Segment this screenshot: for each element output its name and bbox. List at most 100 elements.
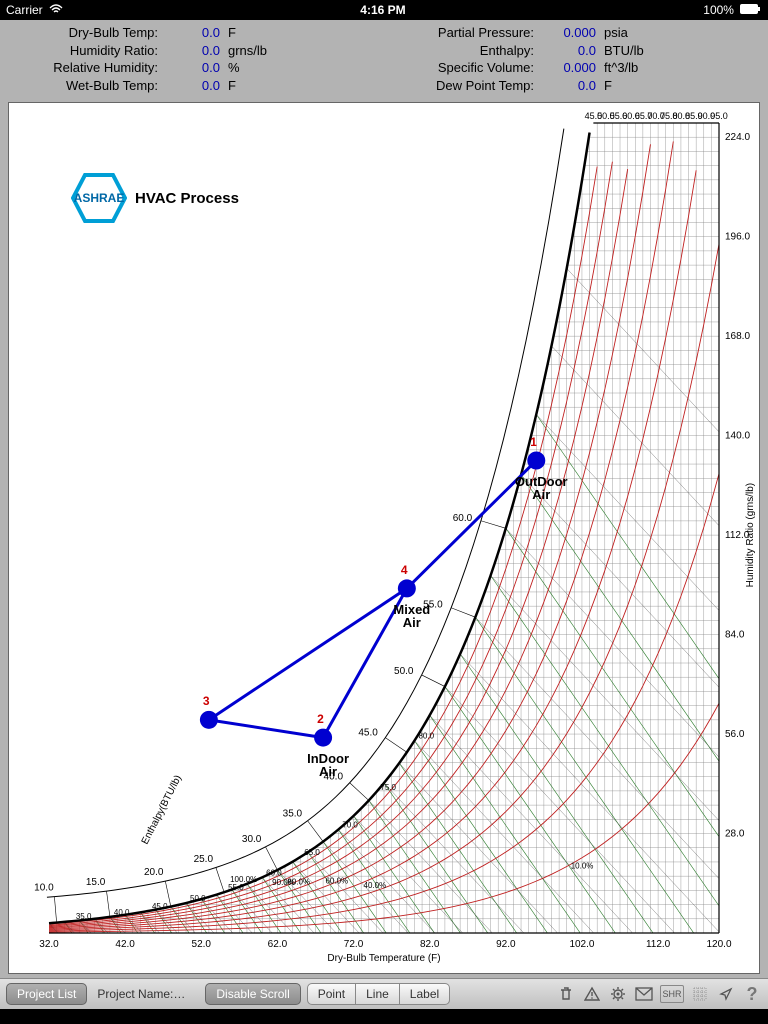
svg-text:56.0: 56.0 bbox=[725, 729, 745, 740]
disable-scroll-button[interactable]: Disable Scroll bbox=[205, 983, 300, 1005]
svg-text:140.0: 140.0 bbox=[725, 431, 750, 442]
svg-text:75.0: 75.0 bbox=[380, 783, 396, 792]
readout-label: Enthalpy: bbox=[384, 42, 534, 60]
wifi-icon bbox=[49, 3, 63, 17]
svg-text:224.0: 224.0 bbox=[725, 132, 750, 143]
readout-value: 0.0 bbox=[166, 59, 220, 77]
svg-text:45.0: 45.0 bbox=[152, 902, 168, 911]
svg-text:50.0: 50.0 bbox=[190, 894, 206, 903]
svg-text:15.0: 15.0 bbox=[86, 877, 106, 888]
svg-text:28.0: 28.0 bbox=[725, 829, 745, 840]
readout-label: Specific Volume: bbox=[384, 59, 534, 77]
readout-unit: grns/lb bbox=[228, 42, 267, 60]
readout-label: Relative Humidity: bbox=[8, 59, 158, 77]
process-point-number: 4 bbox=[401, 563, 408, 577]
svg-text:60.0: 60.0 bbox=[266, 869, 282, 878]
svg-text:72.0: 72.0 bbox=[344, 939, 364, 950]
svg-text:92.0: 92.0 bbox=[496, 939, 516, 950]
clock-label: 4:16 PM bbox=[360, 3, 405, 17]
readout-value: 0.0 bbox=[166, 42, 220, 60]
pointer-icon[interactable] bbox=[716, 984, 736, 1004]
svg-text:35.0: 35.0 bbox=[76, 912, 92, 921]
readout-unit: BTU/lb bbox=[604, 42, 644, 60]
help-icon[interactable]: ? bbox=[742, 984, 762, 1004]
readout-unit: psia bbox=[604, 24, 628, 42]
trash-icon[interactable] bbox=[556, 984, 576, 1004]
battery-icon bbox=[740, 3, 762, 17]
svg-text:120.0: 120.0 bbox=[706, 939, 731, 950]
svg-text:102.0: 102.0 bbox=[569, 939, 594, 950]
svg-text:55.0: 55.0 bbox=[423, 600, 443, 611]
readout-label: Wet-Bulb Temp: bbox=[8, 77, 158, 95]
readout-row: Wet-Bulb Temp:0.0F bbox=[8, 77, 384, 95]
svg-text:Humidity Ratio (grns/lb): Humidity Ratio (grns/lb) bbox=[745, 483, 756, 587]
readout-row: Humidity Ratio: 0.0 grns/lb bbox=[8, 42, 384, 60]
carrier-label: Carrier bbox=[6, 3, 43, 17]
process-point-number: 3 bbox=[203, 694, 210, 708]
psychrometric-chart[interactable]: 10.0 15.0 20.0 25.0 30.0 35.0 40.0 45.0 50.0 55.0… bbox=[8, 102, 760, 974]
readout-row: Specific Volume: 0.000 ft^3/lb bbox=[384, 59, 760, 77]
readout-label: Partial Pressure: bbox=[384, 24, 534, 42]
alert-icon[interactable] bbox=[582, 984, 602, 1004]
svg-text:35.0: 35.0 bbox=[283, 809, 303, 820]
seg-line[interactable]: Line bbox=[356, 983, 400, 1005]
svg-text:40.0%: 40.0% bbox=[364, 881, 387, 890]
readout-value: 0.0 bbox=[542, 42, 596, 60]
mail-icon[interactable] bbox=[634, 984, 654, 1004]
bottom-toolbar: Project List Project Name:… Disable Scro… bbox=[0, 978, 768, 1009]
svg-text:25.0: 25.0 bbox=[194, 854, 214, 865]
readout-unit: F bbox=[604, 77, 612, 95]
svg-text:112.0: 112.0 bbox=[646, 939, 671, 950]
gear-icon[interactable] bbox=[608, 984, 628, 1004]
svg-text:50.0: 50.0 bbox=[394, 666, 414, 677]
svg-text:80.0: 80.0 bbox=[418, 732, 434, 741]
svg-text:42.0: 42.0 bbox=[115, 939, 135, 950]
svg-text:196.0: 196.0 bbox=[725, 232, 750, 243]
process-point-number: 1 bbox=[530, 435, 537, 449]
process-point-number: 2 bbox=[317, 712, 324, 726]
svg-text:80.0%: 80.0% bbox=[287, 878, 310, 887]
svg-text:60.0: 60.0 bbox=[453, 513, 473, 524]
ashrae-hex-icon: ASHRAE bbox=[71, 173, 127, 223]
svg-text:10.0: 10.0 bbox=[34, 883, 54, 894]
shr-icon[interactable]: SHR bbox=[660, 985, 684, 1003]
project-list-button[interactable]: Project List bbox=[6, 983, 87, 1005]
readout-row: Dry-Bulb Temp:0.0F bbox=[8, 24, 384, 42]
seg-point[interactable]: Point bbox=[307, 983, 356, 1005]
svg-text:100.0%: 100.0% bbox=[230, 875, 257, 884]
svg-text:84.0: 84.0 bbox=[725, 630, 745, 641]
readout-label: Dry-Bulb Temp: bbox=[8, 24, 158, 42]
svg-text:30.0: 30.0 bbox=[242, 834, 262, 845]
svg-text:62.0: 62.0 bbox=[268, 939, 288, 950]
readout-unit: % bbox=[228, 59, 240, 77]
readout-unit: F bbox=[228, 24, 236, 42]
seg-label[interactable]: Label bbox=[400, 983, 450, 1005]
readout-row: Dew Point Temp:0.0F bbox=[384, 77, 760, 95]
readout-panel: Dry-Bulb Temp:0.0FHumidity Ratio:0.0grns… bbox=[0, 20, 768, 102]
svg-text:52.0: 52.0 bbox=[192, 939, 212, 950]
battery-pct: 100% bbox=[703, 3, 734, 17]
svg-text:Dry-Bulb Temperature (F): Dry-Bulb Temperature (F) bbox=[327, 953, 440, 964]
svg-text:40.0: 40.0 bbox=[324, 772, 344, 783]
svg-text:20.0: 20.0 bbox=[144, 867, 164, 878]
svg-text:10.0%: 10.0% bbox=[571, 862, 594, 871]
project-name-label: Project Name:… bbox=[97, 987, 185, 1001]
svg-text:70.0: 70.0 bbox=[342, 821, 358, 830]
svg-text:95.0: 95.0 bbox=[710, 111, 728, 121]
readout-value: 0.000 bbox=[542, 59, 596, 77]
svg-text:55.0: 55.0 bbox=[228, 883, 244, 892]
chart-logo: ASHRAE HVAC Process bbox=[71, 173, 239, 223]
readout-label: Humidity Ratio: bbox=[8, 42, 158, 60]
readout-unit: ft^3/lb bbox=[604, 59, 638, 77]
readout-value: 0.000 bbox=[542, 24, 596, 42]
svg-text:32.0: 32.0 bbox=[39, 939, 59, 950]
readout-row: Relative Humidity: 0.0% bbox=[8, 59, 384, 77]
svg-text:65.0: 65.0 bbox=[304, 848, 320, 857]
svg-text:40.0: 40.0 bbox=[114, 908, 130, 917]
svg-text:Enthalpy(BTU/lb): Enthalpy(BTU/lb) bbox=[140, 774, 184, 847]
svg-text:168.0: 168.0 bbox=[725, 331, 750, 342]
status-bar: Carrier 4:16 PM 100% bbox=[0, 0, 768, 20]
chart-title: HVAC Process bbox=[135, 190, 239, 207]
readout-label: Dew Point Temp: bbox=[384, 77, 534, 95]
grid-icon[interactable] bbox=[690, 984, 710, 1004]
